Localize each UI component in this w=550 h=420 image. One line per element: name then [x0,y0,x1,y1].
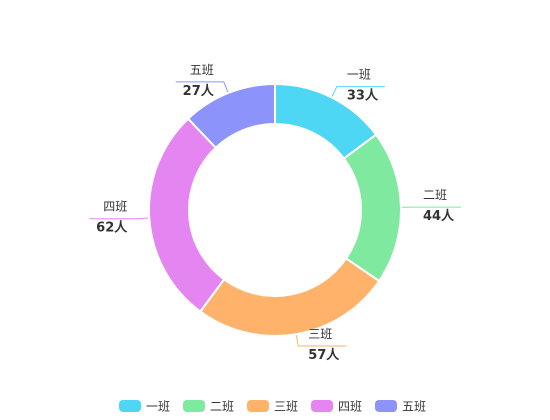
slice-label-name-3: 三班 [308,327,332,341]
slice-label-name-4: 四班 [103,200,127,214]
legend-swatch-5 [375,400,397,412]
slice-label-value-4: 62人 [96,220,128,236]
slice-3[interactable] [199,257,381,337]
slice-label-value-5: 27人 [183,83,215,99]
leader-lines-layer [89,81,461,347]
slice-label-name-5: 五班 [190,63,214,77]
legend-label-2: 二班 [210,400,234,414]
legend-label-5: 五班 [402,400,426,414]
slices-layer [148,83,402,337]
slice-label-name-2: 二班 [423,188,447,202]
slice-4[interactable] [148,117,226,313]
legend-swatch-4 [311,400,333,412]
leader-line-3 [295,335,347,347]
legend-label-3: 三班 [274,400,298,414]
legend-swatch-2 [183,400,205,412]
legend-item-4[interactable]: 四班 [311,400,362,414]
legend-item-5[interactable]: 五班 [375,400,426,414]
slice-label-value-2: 44人 [423,208,455,224]
leader-line-5 [175,81,229,93]
legend-label-1: 一班 [146,400,170,414]
leader-line-1 [331,86,385,97]
slice-label-value-3: 57人 [308,347,340,363]
slice-label-name-1: 一班 [347,68,371,82]
slice-label-value-1: 33人 [347,88,379,104]
legend-swatch-3 [247,400,269,412]
legend-swatch-1 [119,400,141,412]
legend-item-2[interactable]: 二班 [183,400,234,414]
slice-2[interactable] [342,133,402,283]
legend-item-1[interactable]: 一班 [119,400,170,414]
legend-label-4: 四班 [338,400,362,414]
legend: 一班 二班 三班 四班 五班 [119,400,426,414]
slice-5[interactable] [187,83,276,149]
leader-line-4 [89,217,149,220]
legend-item-3[interactable]: 三班 [247,400,298,414]
